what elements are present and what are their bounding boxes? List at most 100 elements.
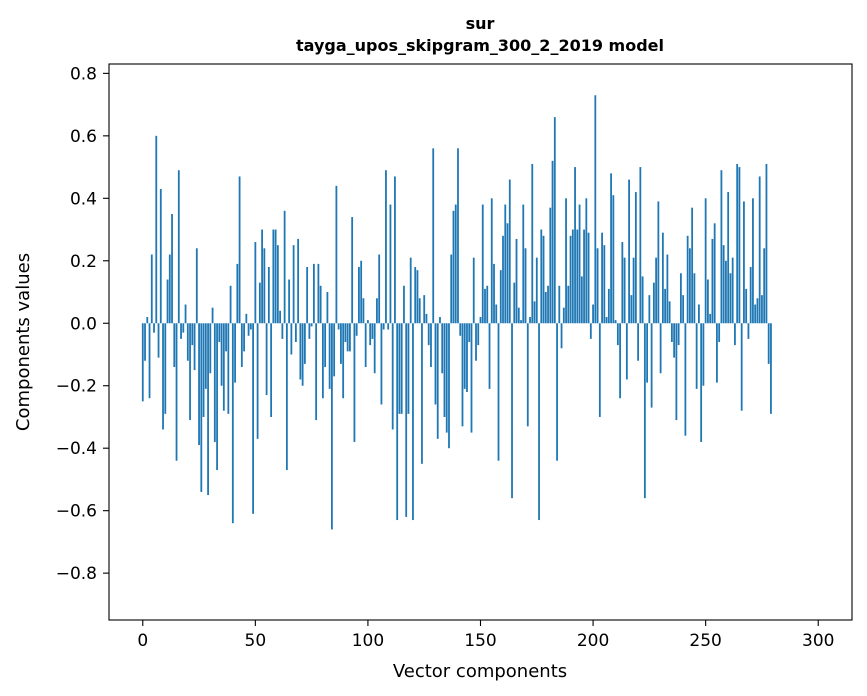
bar-17 [180, 323, 182, 339]
bar-223 [643, 323, 646, 499]
bar-247 [698, 304, 700, 324]
bar-248 [700, 323, 703, 442]
bar-188 [565, 198, 567, 324]
bar-151 [481, 204, 484, 324]
bar-16 [177, 170, 180, 324]
bar-48 [249, 323, 252, 330]
bar-82 [326, 292, 329, 324]
x-tick-label: 200 [577, 631, 609, 651]
bar-76 [312, 263, 315, 324]
bar-184 [556, 323, 558, 461]
bar-45 [243, 323, 245, 352]
bar-112 [394, 176, 396, 324]
bar-68 [294, 323, 297, 342]
bar-110 [389, 204, 392, 324]
bar-26 [200, 323, 203, 492]
bar-78 [317, 263, 320, 324]
bar-216 [628, 179, 630, 324]
bar-156 [493, 263, 495, 324]
bar-258 [722, 245, 725, 324]
bar-107 [382, 323, 385, 330]
bar-139 [454, 204, 457, 324]
bar-255 [716, 323, 718, 383]
bar-93 [351, 217, 354, 324]
bar-182 [551, 160, 554, 324]
bar-251 [707, 279, 709, 324]
bar-159 [499, 270, 502, 324]
bar-40 [231, 323, 234, 524]
bar-197 [585, 198, 588, 324]
bar-60 [276, 245, 279, 324]
bar-7 [157, 323, 160, 358]
bar-20 [186, 323, 189, 361]
bar-205 [603, 245, 606, 324]
bar-234 [668, 301, 671, 324]
bar-225 [648, 295, 651, 324]
bar-264 [736, 163, 739, 324]
bar-96 [358, 267, 360, 324]
bar-200 [592, 304, 594, 324]
bar-244 [691, 207, 694, 324]
bar-269 [747, 323, 750, 339]
bar-166 [515, 238, 518, 324]
bar-123 [418, 298, 421, 324]
bar-58 [272, 229, 275, 324]
bar-246 [695, 323, 698, 389]
y-tick-label: −0.2 [56, 377, 97, 397]
bar-181 [549, 207, 552, 324]
bar-193 [576, 229, 579, 324]
bar-209 [612, 195, 615, 324]
bar-142 [461, 323, 464, 427]
bar-100 [367, 320, 369, 324]
x-tick-label: 100 [352, 631, 384, 651]
plot-frame [108, 63, 853, 621]
bar-176 [538, 323, 540, 521]
bar-164 [511, 323, 513, 499]
bar-116 [403, 285, 405, 324]
x-axis-label: Vector components [393, 661, 567, 682]
bar-47 [247, 323, 250, 336]
bar-227 [652, 282, 655, 324]
bar-36 [222, 323, 225, 411]
bar-211 [616, 323, 619, 346]
bar-275 [761, 295, 763, 324]
bar-272 [754, 304, 757, 324]
chart-subtitle: tayga_upos_skipgram_300_2_2019 model [296, 36, 664, 55]
bar-122 [416, 270, 419, 324]
bar-240 [682, 295, 685, 324]
bar-224 [646, 323, 649, 383]
bar-212 [619, 323, 621, 399]
bar-10 [164, 323, 167, 414]
bar-73 [306, 267, 309, 324]
bar-120 [412, 323, 414, 521]
bar-148 [475, 323, 477, 361]
bar-185 [558, 285, 561, 324]
bar-180 [547, 285, 549, 324]
bar-169 [522, 204, 525, 324]
bar-114 [398, 323, 401, 414]
bar-179 [544, 292, 547, 324]
bar-98 [362, 298, 365, 324]
bar-51 [256, 323, 259, 439]
bar-74 [308, 323, 311, 339]
bar-157 [495, 304, 498, 324]
bar-33 [216, 323, 218, 471]
bar-66 [290, 323, 293, 355]
bar-24 [195, 248, 198, 324]
bar-118 [407, 323, 410, 414]
bar-147 [472, 257, 475, 324]
bar-127 [427, 323, 430, 346]
bar-14 [173, 323, 176, 367]
bar-117 [405, 323, 408, 517]
bar-237 [675, 323, 678, 421]
bar-49 [252, 323, 254, 514]
bar-222 [641, 276, 644, 324]
bar-241 [684, 323, 687, 436]
bar-270 [749, 267, 752, 324]
bar-18 [182, 323, 185, 333]
bar-3 [148, 323, 151, 399]
bar-37 [225, 323, 227, 352]
bar-232 [664, 288, 667, 324]
bar-187 [562, 307, 565, 324]
bar-94 [353, 323, 356, 442]
